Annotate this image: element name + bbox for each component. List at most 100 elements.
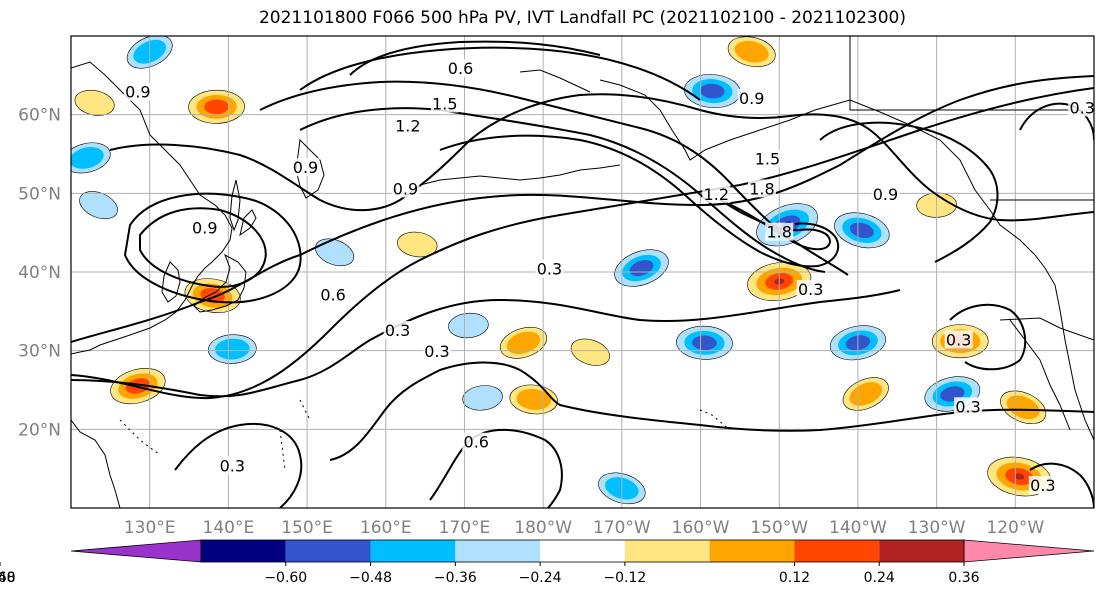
pv-anomaly-band — [397, 231, 438, 258]
latitude-tick-labels: 20°N 30°N 40°N 50°N 60°N — [18, 106, 61, 441]
pv-anomaly-band — [448, 312, 489, 339]
pv-contour-0.3-tropic — [174, 422, 303, 508]
lon-tick-label: 120°W — [986, 518, 1044, 538]
pv-anomaly-blob — [834, 212, 890, 249]
contour-label-bg — [218, 456, 247, 475]
colorbar-outline — [200, 539, 965, 563]
colorbar-tick-label: −0.36 — [434, 570, 477, 586]
pv-contour-0.6-inner — [429, 428, 563, 508]
lon-tick-label: 140°E — [203, 518, 255, 538]
lon-tick-label: 150°W — [750, 518, 808, 538]
pv-contour-0.3-baja — [949, 303, 1027, 371]
colorbar-cell — [540, 540, 625, 562]
contour-label-bg — [702, 184, 731, 203]
pv-anomaly-blob — [448, 312, 489, 339]
contour-label-bg — [190, 218, 219, 237]
pv-anomaly-layer — [71, 36, 1052, 505]
pv-anomaly-blob — [727, 36, 776, 68]
colorbar-tick-label: −0.24 — [519, 570, 562, 586]
pv-anomaly-band — [516, 388, 551, 410]
lon-tick-label: 130°W — [908, 518, 966, 538]
pv-anomaly-band — [849, 222, 874, 239]
contour-label: 0.3 — [1069, 98, 1094, 117]
pv-contour-0.6-outer — [71, 87, 1094, 400]
contour-label-bg — [1068, 98, 1097, 117]
map-title: 2021101800 F066 500 hPa PV, IVT Landfall… — [258, 8, 906, 28]
contour-label: 0.3 — [1030, 476, 1055, 495]
contour-label-bg — [753, 149, 782, 168]
contour-label-bg — [430, 94, 459, 113]
colorbar-cell — [879, 540, 964, 562]
contour-label: 1.2 — [704, 185, 729, 204]
pv-anomaly-blob — [570, 338, 610, 366]
pv-contour-0.9-kuroshio — [139, 207, 267, 288]
lat-tick-label: 60°N — [18, 106, 61, 126]
pv-contour-0.3-southeast — [1029, 462, 1094, 508]
pv-contour-0.9-eastpac — [819, 121, 999, 263]
pv-anomaly-band — [462, 385, 503, 411]
baja-coastline — [1009, 319, 1071, 431]
pv-anomaly-band — [315, 238, 355, 267]
contour-label-bg — [319, 285, 348, 304]
contour-label: 1.5 — [432, 94, 457, 113]
contour-label-bg — [291, 158, 320, 177]
pv-anomaly-band — [506, 331, 541, 355]
lon-tick-label: 160°E — [360, 518, 412, 538]
alaska-coastline — [599, 79, 1094, 441]
lon-tick-label: 180°W — [514, 518, 572, 538]
colorbar-cell — [624, 540, 710, 562]
lat-tick-label: 20°N — [18, 420, 61, 440]
contour-label: 1.5 — [755, 150, 780, 169]
contour-label-bg — [535, 259, 564, 278]
colorbar-tick-label: 0.24 — [864, 570, 895, 586]
contour-label: 0.3 — [955, 397, 980, 416]
contour-label: 0.3 — [537, 260, 562, 279]
pv-contour-0.6-trough — [329, 361, 1094, 461]
pv-anomaly-band — [1014, 473, 1025, 480]
pv-anomaly-blob — [462, 385, 503, 411]
contour-label-bg — [383, 321, 412, 339]
colorbar-tick-label: 0.48 — [0, 570, 16, 586]
contour-label: 0.3 — [424, 342, 449, 361]
pv-contour-1.5-jet — [299, 107, 826, 273]
map-area[interactable]: 0.6 1.5 1.2 0.9 0.9 0.9 0.9 1.2 1.5 1.8 1.8 0.9 0.9 0… — [60, 29, 1097, 510]
contour-label-bg — [871, 184, 900, 203]
pv-contour-0.9-arc — [109, 93, 1094, 222]
pv-contour-0.3-south — [71, 289, 901, 398]
contour-label: 0.3 — [798, 280, 823, 299]
contour-label-bg — [391, 179, 420, 198]
pv-anomaly-band — [79, 191, 118, 220]
contour-label-bg — [446, 59, 475, 78]
contour-label: 0.9 — [393, 179, 418, 198]
contour-label: 0.6 — [320, 286, 345, 305]
southeast-asia-coastline — [71, 419, 121, 508]
lat-tick-label: 30°N — [18, 342, 61, 362]
colorbar-cell — [285, 540, 371, 562]
contour-label: 1.8 — [749, 179, 774, 198]
pv-anomaly-blob — [315, 238, 355, 267]
colorbar-tick-label: −0.12 — [603, 570, 646, 586]
colorbar-tick-label: −0.48 — [349, 570, 392, 586]
contour-label: 0.9 — [739, 89, 764, 108]
contour-label: 0.3 — [385, 321, 410, 340]
lon-tick-label: 170°W — [593, 518, 651, 538]
contour-label-bg — [1028, 475, 1057, 494]
pv-anomaly-band — [700, 83, 725, 99]
contour-label: 1.2 — [395, 116, 420, 135]
colorbar-cell — [201, 540, 286, 562]
canada-border — [849, 36, 1094, 111]
aleutian-islands — [419, 164, 621, 186]
contour-label-bg — [737, 88, 766, 107]
pv-contour-1.8-trough — [439, 134, 840, 268]
pv-contour-0.9-a — [123, 192, 302, 304]
lon-tick-label: 130°E — [124, 518, 176, 538]
contour-label-bg — [944, 330, 973, 349]
contour-label-bg — [765, 222, 794, 241]
pv-contour-0.6-arctic — [349, 40, 601, 76]
longitude-tick-labels: 130°E 140°E 150°E 160°E 170°E 180°W 170°W 160°W… — [124, 518, 1045, 538]
contour-label: 0.3 — [220, 456, 245, 475]
map-frame — [70, 35, 1095, 509]
pv-anomaly-band — [204, 99, 229, 115]
lon-tick-label: 140°W — [829, 518, 887, 538]
pv-anomaly-band — [570, 338, 610, 366]
